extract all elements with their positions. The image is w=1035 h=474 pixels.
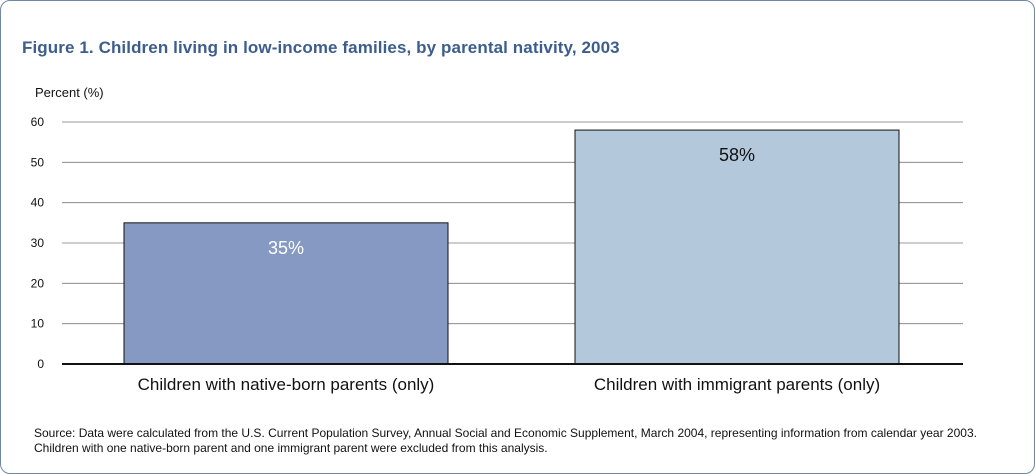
figure-title: Figure 1. Children living in low-income … (22, 38, 620, 57)
category-labels: Children with native-born parents (only)… (138, 375, 880, 394)
y-tick-label: 20 (31, 276, 45, 290)
y-tick-label: 30 (31, 236, 45, 250)
y-axis-label: Percent (%) (35, 85, 104, 100)
bar-chart: 0 10 20 30 40 50 60 35% 58% Children with nativ… (31, 115, 963, 394)
bar (123, 222, 449, 365)
y-tick-label: 10 (31, 317, 45, 331)
bars (123, 129, 900, 365)
y-tick-label: 0 (37, 357, 44, 371)
category-label: Children with immigrant parents (only) (594, 375, 880, 394)
data-label: 35% (268, 238, 304, 258)
bar (574, 129, 900, 365)
y-tick-label: 50 (31, 155, 45, 169)
data-labels: 35% 58% (268, 145, 755, 258)
y-tick-label: 40 (31, 196, 45, 210)
y-tick-label: 60 (31, 115, 45, 129)
source-note: Source: Data were calculated from the U.… (34, 426, 977, 455)
category-label: Children with native-born parents (only) (138, 375, 435, 394)
y-axis-ticks: 0 10 20 30 40 50 60 (31, 115, 45, 371)
data-label: 58% (719, 145, 755, 165)
